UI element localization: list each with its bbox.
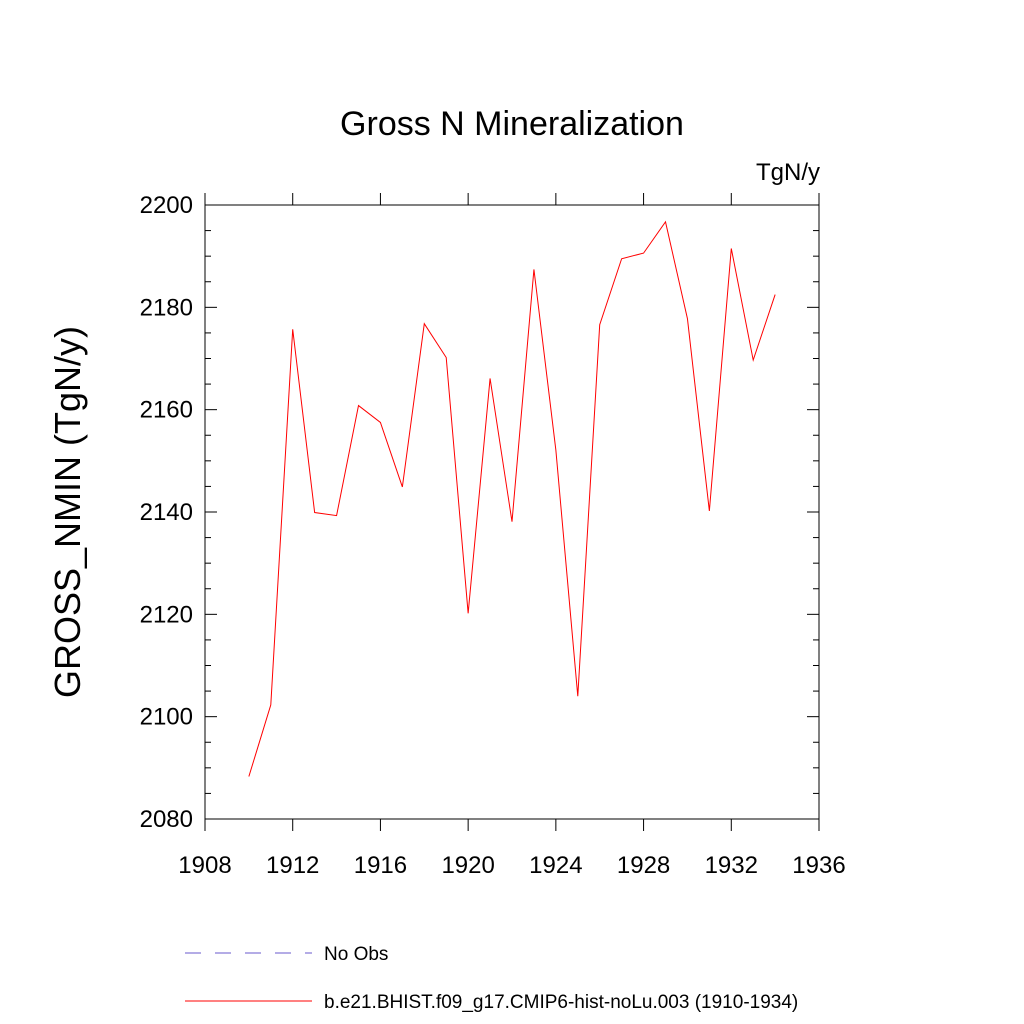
series-lines [248,220,776,777]
legend: No Obs b.e21.BHIST.f09_g17.CMIP6-hist-no… [185,944,798,1013]
x-tick-label: 1908 [178,852,231,879]
y-tick-label: 2080 [140,806,193,833]
y-axis-label: GROSS_NMIN (TgN/y) [47,326,88,698]
x-tick-label: 1920 [441,852,494,879]
x-tick-label: 1912 [266,852,319,879]
y-tick-label: 2140 [140,499,193,526]
chart-title: Gross N Mineralization [340,105,684,143]
x-tick-label: 1916 [354,852,407,879]
x-tick-label: 1924 [529,852,582,879]
y-axis-ticks: 2080 2100 2120 2140 2160 2180 2200 [140,192,819,833]
x-axis-ticks: 1908 1912 1916 1920 1924 1928 1932 1936 [178,193,846,879]
series-line-1 [248,220,776,777]
x-tick-label: 1936 [792,852,845,879]
units-label: TgN/y [756,159,820,186]
y-tick-label: 2100 [140,704,193,731]
x-tick-label: 1932 [705,852,758,879]
y-tick-label: 2180 [140,294,193,321]
y-tick-label: 2120 [140,601,193,628]
legend-label-model: b.e21.BHIST.f09_g17.CMIP6-hist-noLu.003 … [324,992,798,1013]
legend-label-no-obs: No Obs [324,944,388,965]
x-tick-label: 1928 [617,852,670,879]
y-tick-label: 2200 [140,192,193,219]
y-tick-label: 2160 [140,397,193,424]
plot-frame [204,204,820,820]
